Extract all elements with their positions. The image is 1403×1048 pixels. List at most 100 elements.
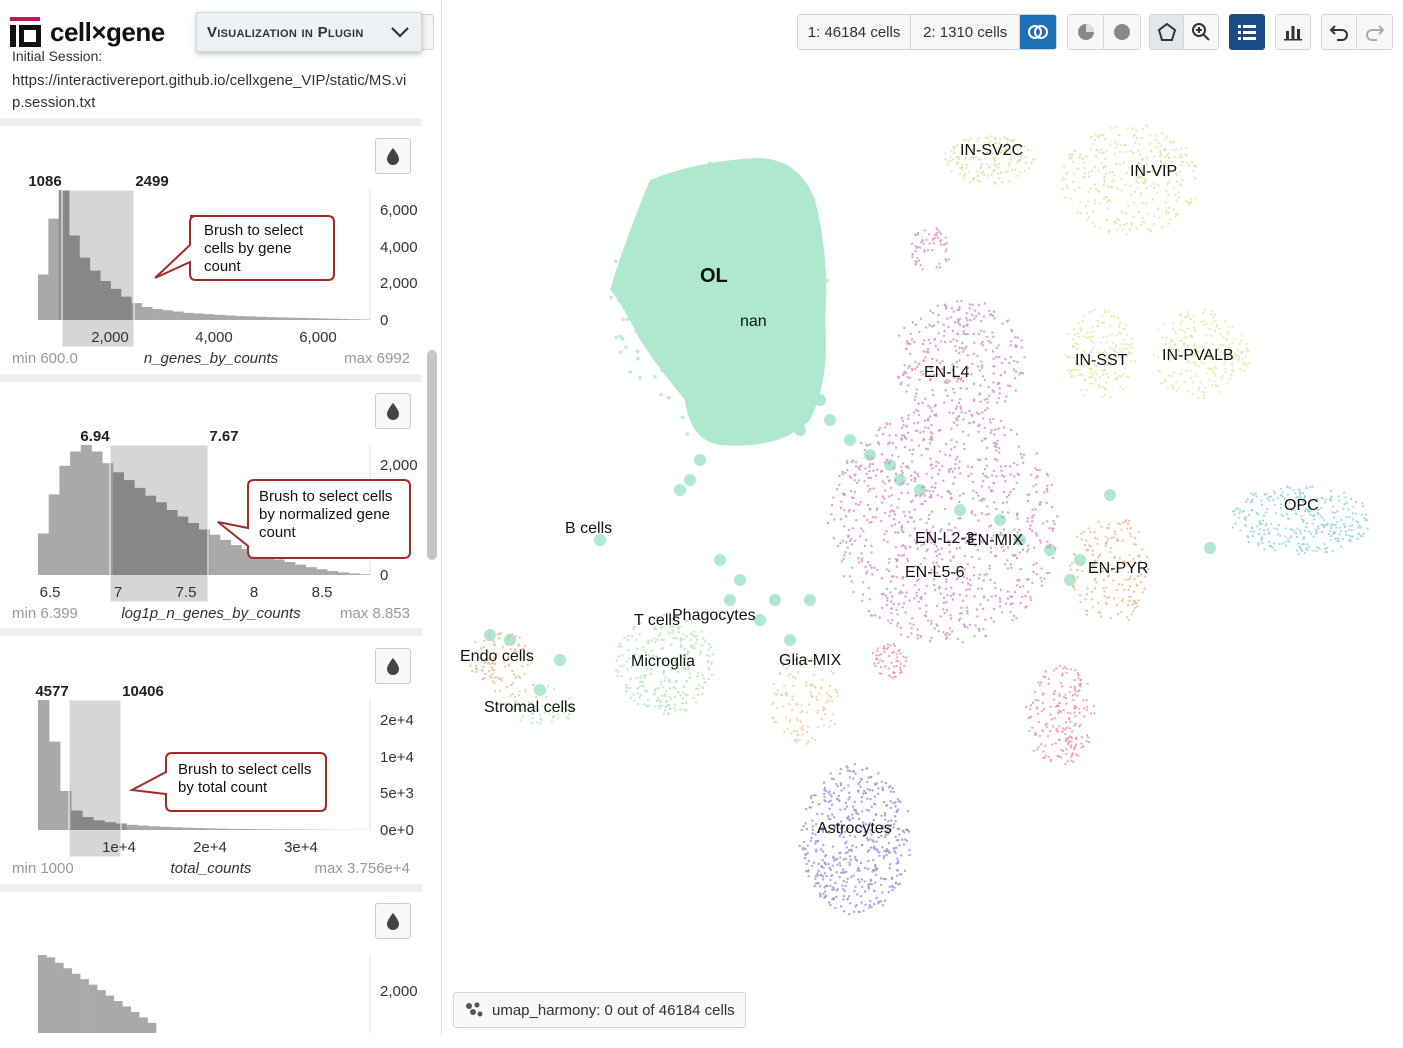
- cell-point: [902, 843, 906, 846]
- cell-point: [972, 332, 976, 336]
- cell-point: [1193, 345, 1196, 348]
- cell-point: [925, 604, 928, 607]
- cell-point: [865, 472, 868, 476]
- cell-point: [938, 266, 942, 269]
- session-url[interactable]: https://interactivereport.github.io/cell…: [12, 72, 407, 111]
- cell-point: [993, 501, 996, 504]
- cell-point: [486, 662, 490, 665]
- cell-point: [1175, 348, 1178, 351]
- cell-point: [999, 171, 1002, 174]
- cell-point: [1068, 355, 1071, 359]
- histogram-bar: [91, 451, 103, 575]
- subset-button[interactable]: [1068, 15, 1105, 49]
- cell-point: [1327, 533, 1330, 536]
- bar-chart-button[interactable]: [1276, 15, 1310, 49]
- cell-point: [881, 891, 884, 894]
- cell-point: [1300, 498, 1303, 501]
- cell-point: [698, 179, 702, 183]
- cell-point: [669, 625, 672, 628]
- cell-point: [966, 332, 970, 336]
- color-by-log1p-genes-button[interactable]: [375, 393, 411, 429]
- cell-point: [729, 276, 733, 281]
- cell-point: [642, 665, 645, 668]
- cell-point: [758, 202, 762, 207]
- cell-point: [1061, 730, 1064, 733]
- cell-point: [1103, 393, 1106, 397]
- cell-point: [983, 573, 986, 577]
- cell-point: [903, 831, 906, 834]
- cell-point: [935, 234, 938, 237]
- cell-point: [1100, 315, 1104, 318]
- cell-point: [887, 646, 890, 649]
- cell-point: [1233, 510, 1236, 513]
- legend-list-button[interactable]: [1230, 15, 1264, 49]
- cell-point: [1170, 357, 1173, 360]
- cell-point: [1272, 499, 1275, 502]
- cell-point: [1303, 529, 1307, 532]
- cell-point: [655, 655, 658, 658]
- cell-point: [972, 382, 976, 386]
- max-label: max 6992: [344, 350, 410, 367]
- lasso-button[interactable]: [1150, 15, 1185, 49]
- cell-point: [1041, 729, 1044, 732]
- cell-point: [908, 511, 911, 514]
- cell-set-2-button[interactable]: 2: 1310 cells: [911, 15, 1021, 49]
- cluster-label-en-mix: EN-MIX: [967, 532, 1023, 549]
- zoom-button[interactable]: [1184, 15, 1218, 49]
- color-by-next-field-button[interactable]: [375, 903, 411, 939]
- cell-point: [982, 330, 986, 333]
- cell-point: [965, 606, 969, 609]
- reset-subset-button[interactable]: [1104, 15, 1140, 49]
- cell-point: [1010, 595, 1014, 598]
- cluster-label-in-sst: IN-SST: [1075, 352, 1128, 369]
- cell-point: [980, 439, 984, 443]
- cell-point: [1163, 161, 1166, 165]
- color-by-total-counts-button[interactable]: [375, 648, 411, 684]
- histogram-partial[interactable]: 2,000: [0, 925, 422, 1036]
- visualization-plugin-dropdown[interactable]: Visualization in Plugin: [196, 12, 422, 52]
- cell-point: [921, 373, 925, 376]
- cell-point: [659, 392, 663, 397]
- cell-point: [1092, 346, 1095, 349]
- cell-point: [939, 592, 942, 595]
- sidebar-scrollbar[interactable]: [427, 350, 437, 560]
- cell-point: [1116, 562, 1119, 565]
- histogram-bar: [38, 700, 50, 830]
- cell-point: [926, 347, 930, 351]
- cell-point: [1025, 705, 1028, 709]
- cell-point: [1250, 492, 1253, 495]
- cell-set-1-button[interactable]: 1: 46184 cells: [798, 15, 912, 49]
- cell-point: [810, 695, 813, 698]
- cell-point: [1140, 224, 1143, 227]
- cell-point: [837, 794, 840, 798]
- venn-subset-button[interactable]: [1020, 15, 1056, 49]
- cell-point: [1005, 395, 1008, 398]
- cell-point: [660, 647, 663, 651]
- cell-point: [1004, 480, 1007, 483]
- cell-point: [1061, 187, 1064, 191]
- cell-point: [949, 155, 952, 158]
- cell-point: [660, 638, 663, 641]
- cell-point: [868, 465, 871, 468]
- brush-high-label: 10406: [122, 683, 164, 700]
- cell-point: [539, 722, 542, 725]
- cell-point: [955, 547, 959, 550]
- cell-point: [1158, 216, 1161, 219]
- cell-point: [809, 795, 813, 798]
- color-by-n-genes-button[interactable]: [375, 138, 411, 174]
- cell-point: [1160, 144, 1163, 147]
- cell-point: [839, 518, 843, 521]
- embedding-selector[interactable]: umap_harmony: 0 out of 46184 cells: [453, 992, 746, 1028]
- cell-point: [1000, 546, 1004, 549]
- cell-point: [933, 627, 936, 630]
- cell-point: [1015, 616, 1018, 620]
- cell-point: [547, 712, 550, 715]
- cell-point: [784, 694, 787, 697]
- undo-button[interactable]: [1322, 15, 1358, 49]
- cell-point: [1194, 363, 1198, 366]
- redo-button[interactable]: [1357, 15, 1392, 49]
